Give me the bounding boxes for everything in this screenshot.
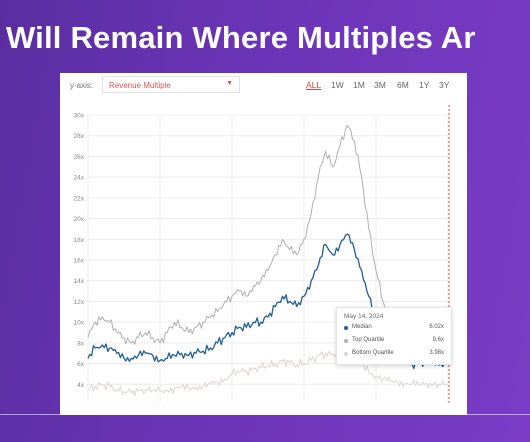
metric-select[interactable]: Revenue Multiple ▼ [102,76,240,93]
series-line-bottom-quartile [87,348,449,396]
headline: Will Remain Where Multiples Ar [6,20,476,55]
chart-tooltip: May 14, 2024 Median 6.02x Top Quartile 9… [336,307,452,365]
tooltip-series-value: 9.6x [432,337,444,343]
chevron-down-icon: ▼ [226,80,233,87]
y-tick-label: 26x [74,154,85,161]
median-dot-icon [344,326,348,330]
y-tick-label: 24x [74,175,85,182]
tooltip-row-bottom-quartile: Bottom Quartile 3.98x [344,350,444,359]
tooltip-row-top-quartile: Top Quartile 9.6x [344,337,444,346]
y-tick-label: 14x [74,278,85,285]
y-tick-label: 28x [74,133,85,140]
divider [0,414,530,415]
tooltip-series-value: 3.98x [429,350,444,356]
range-tab-6m[interactable]: 6M [397,80,409,90]
range-tab-1y[interactable]: 1Y [419,80,430,90]
metric-select-value: Revenue Multiple [109,81,171,90]
y-tick-label: 12x [74,299,85,306]
tooltip-row-median: Median 6.02x [344,324,444,333]
tooltip-series-name: Median [352,324,372,330]
y-tick-label: 30x [74,113,85,120]
y-tick-label: 6x [77,361,85,368]
y-tick-label: 20x [74,216,85,223]
tooltip-series-name: Top Quartile [352,337,385,343]
tooltip-series-name: Bottom Quartile [352,350,394,356]
y-tick-label: 4x [77,382,85,389]
y-tick-label: 22x [74,195,85,202]
y-tick-label: 16x [74,258,85,265]
chart-card: 4x 6x 8x 10x 12x 14x 16x 18x 20x 22x 24x 26x 28x 30x … [60,73,467,415]
range-tab-1w[interactable]: 1W [331,80,344,90]
y-tick-label: 10x [74,320,85,327]
yaxis-label: y-axis: [70,81,94,90]
y-tick-label: 8x [77,340,85,347]
tooltip-date: May 14, 2024 [344,313,384,320]
y-tick-label: 18x [74,237,85,244]
bottom-quartile-dot-icon [344,352,348,356]
range-tab-3m[interactable]: 3M [374,80,386,90]
range-tab-all[interactable]: ALL [306,80,322,90]
range-tab-3y[interactable]: 3Y [439,80,450,90]
range-tab-1m[interactable]: 1M [353,80,365,90]
chart-controls: y-axis: Revenue Multiple ▼ ALL 1W 1M 3M 6M 1Y… [60,73,467,97]
tooltip-series-value: 6.02x [429,324,444,330]
top-quartile-dot-icon [344,339,348,343]
